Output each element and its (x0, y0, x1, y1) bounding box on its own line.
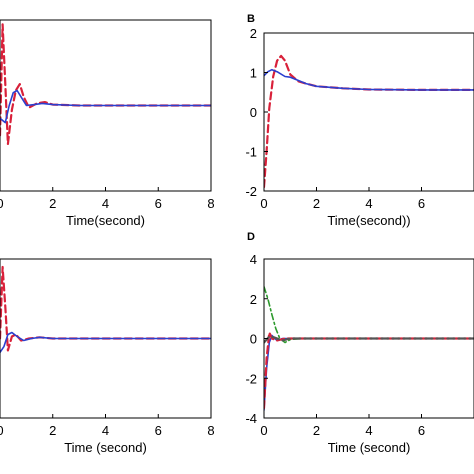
panel-d: 0 2 4 6 -4 -2 0 2 4 Time (second) D (245, 231, 474, 455)
x-axis-label-d: Time (second) (328, 440, 411, 455)
series-line-b-2 (264, 68, 474, 91)
series-line-c-2 (0, 331, 211, 354)
x-tick-label-d: 4 (365, 423, 372, 438)
x-tick-label-c: 0 (0, 423, 4, 438)
x-axis-label-a: Time(second) (66, 213, 145, 228)
x-tick-label-c: 4 (102, 423, 109, 438)
y-tick-label-d: 0 (250, 332, 257, 347)
x-tick-label-a: 2 (49, 196, 56, 211)
x-tick-label-c: 8 (207, 423, 214, 438)
x-tick-label-b: 4 (365, 196, 372, 211)
y-tick-label-b: 1 (250, 66, 257, 81)
x-tick-label-d: 2 (313, 423, 320, 438)
x-tick-label-b: 6 (418, 196, 425, 211)
x-tick-label-a: 8 (207, 196, 214, 211)
series-line-b-1 (264, 54, 474, 189)
panel-a: 0 2 4 6 8 Time(second) (0, 19, 215, 228)
series-line-d-4 (264, 335, 474, 344)
y-tick-label-b: 2 (250, 26, 257, 41)
panel-b: 0 2 4 6 -2 -1 0 1 2 Time(second)) B (245, 13, 474, 228)
x-tick-label-a: 6 (155, 196, 162, 211)
y-tick-label-d: -4 (245, 411, 257, 426)
y-tick-label-b: -2 (245, 184, 257, 199)
x-axis-label-c: Time (second) (64, 440, 147, 455)
x-tick-label-b: 0 (260, 196, 267, 211)
y-tick-label-b: 0 (250, 105, 257, 120)
x-axis-label-b: Time(second)) (327, 213, 410, 228)
x-tick-label-a: 4 (102, 196, 109, 211)
x-tick-label-a: 0 (0, 196, 4, 211)
y-tick-label-d: 2 (250, 292, 257, 307)
y-tick-label-b: -1 (245, 145, 257, 160)
panel-c: 0 2 4 6 8 Time (second) (0, 258, 215, 455)
x-tick-label-b: 2 (313, 196, 320, 211)
x-tick-label-d: 6 (418, 423, 425, 438)
x-tick-label-c: 2 (49, 423, 56, 438)
x-tick-label-d: 0 (260, 423, 267, 438)
series-line-d-3 (264, 331, 474, 410)
series-line-a-2 (0, 89, 211, 124)
plot-frame-b (263, 32, 474, 192)
series-line-a-1 (0, 23, 211, 146)
series-line-d-2 (264, 334, 474, 411)
y-tick-label-d: 4 (250, 252, 257, 267)
y-tick-label-d: -2 (245, 371, 257, 386)
panel-letter-b: B (247, 13, 255, 25)
x-tick-label-c: 6 (155, 423, 162, 438)
series-line-d-1 (264, 286, 474, 344)
panel-letter-d: D (247, 231, 255, 243)
